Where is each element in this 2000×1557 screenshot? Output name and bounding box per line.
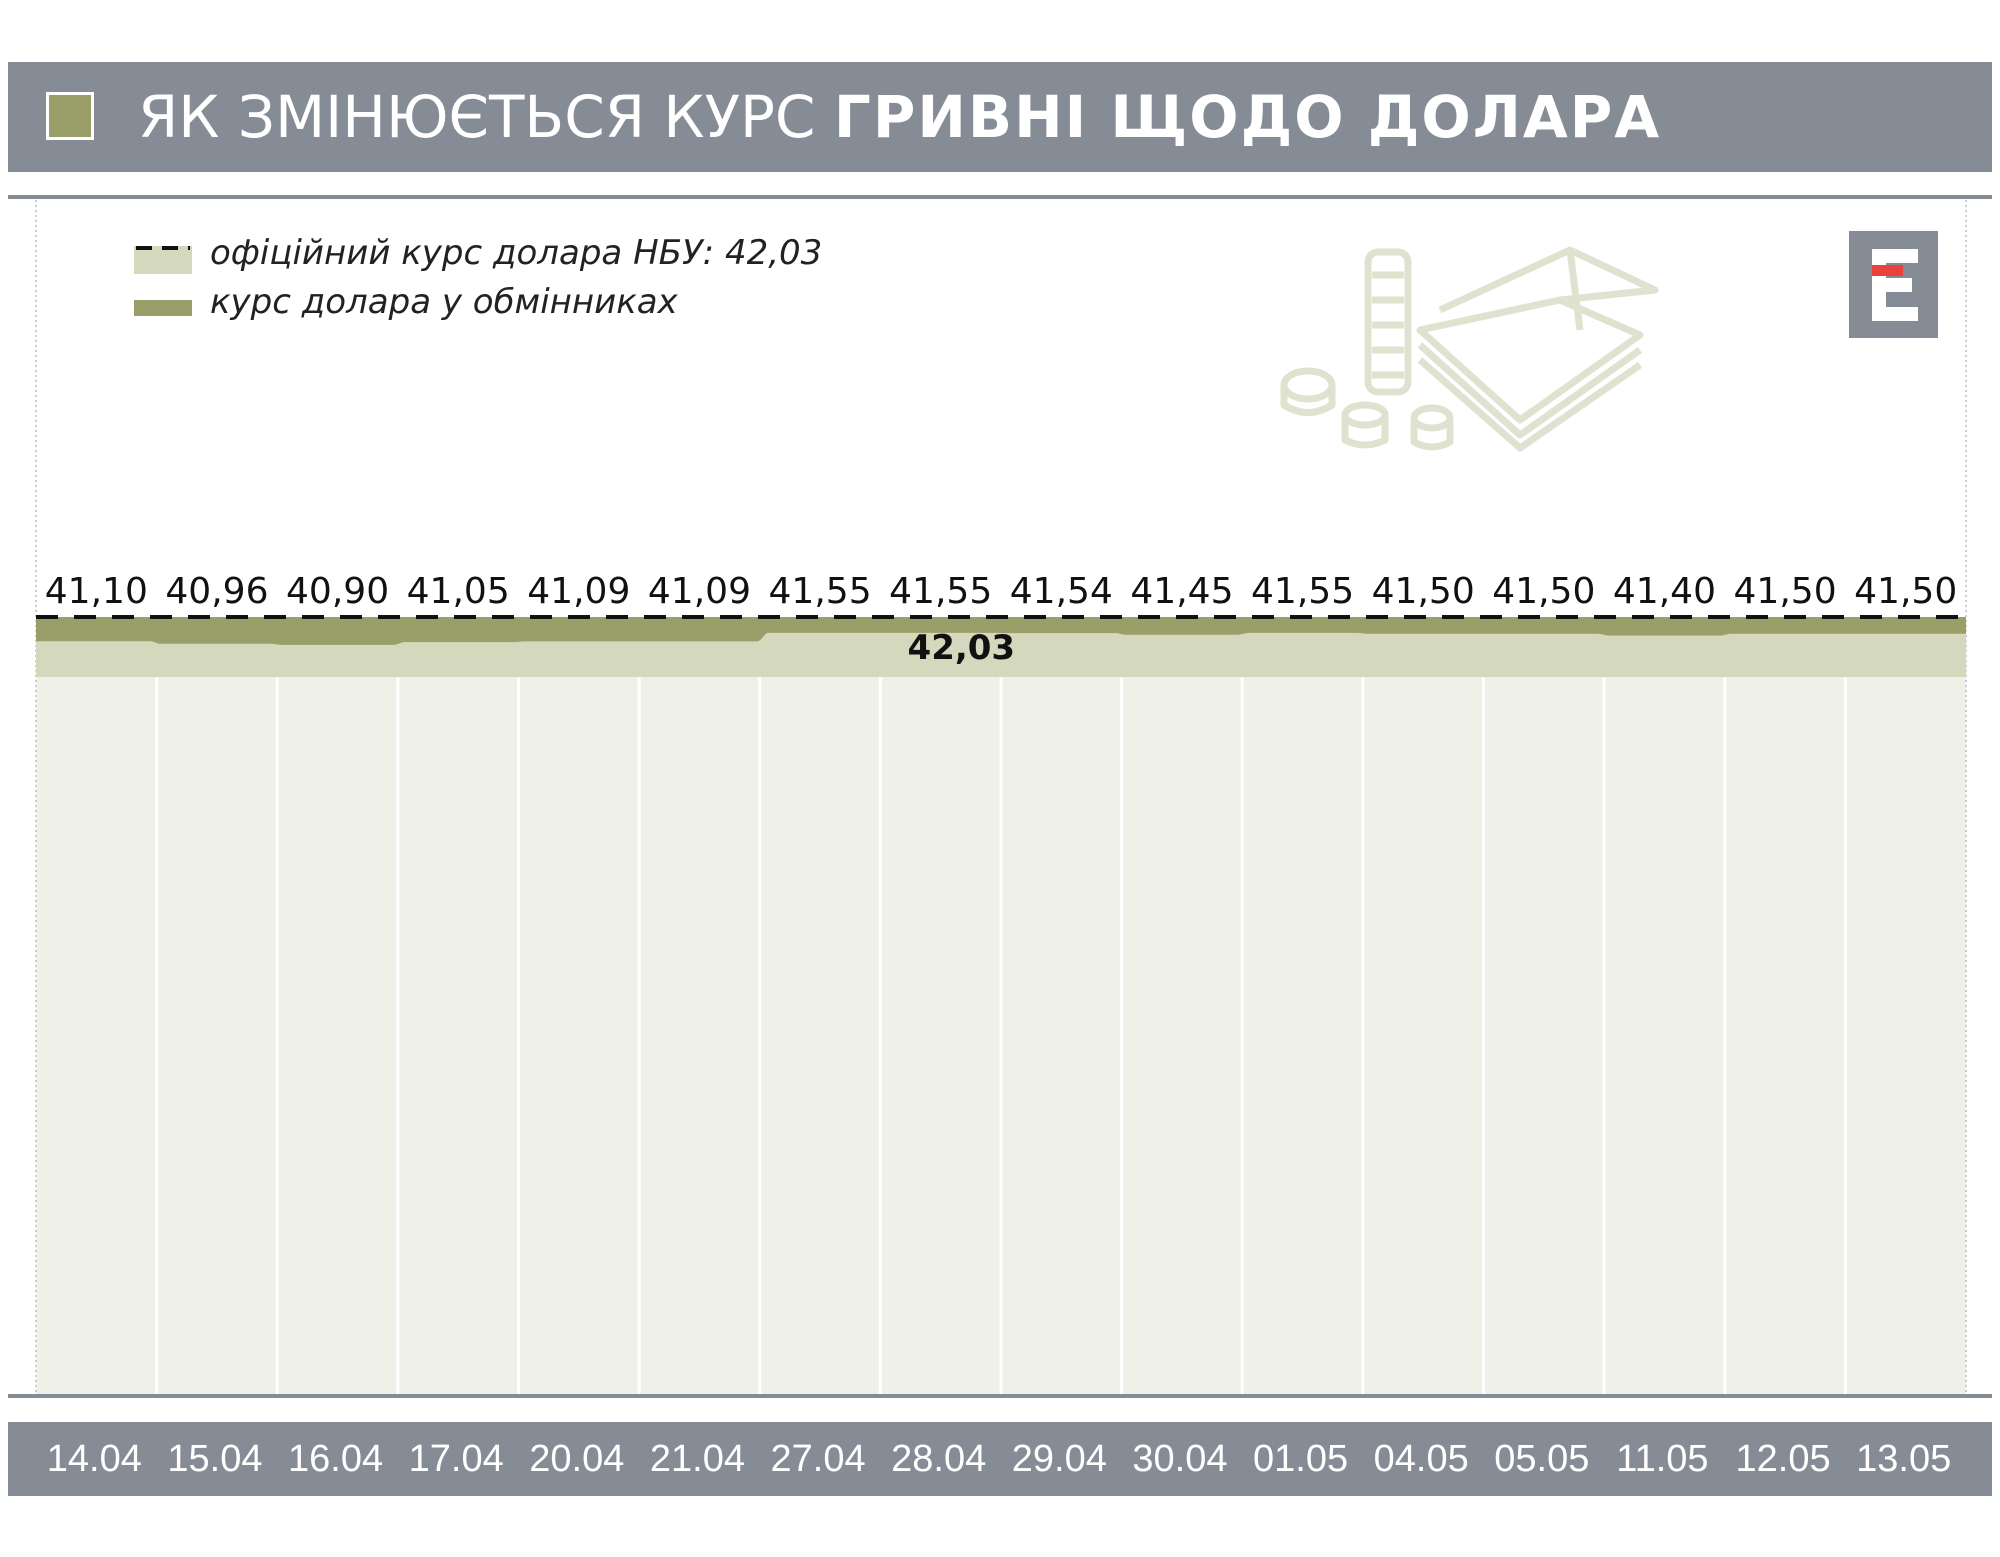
x-tick-label: 17.04 [408,1438,504,1480]
x-tick-label: 30.04 [1132,1438,1228,1480]
x-tick-label: 04.05 [1373,1438,1469,1480]
data-label: 41,10 [45,571,148,612]
x-tick-label: 01.05 [1253,1438,1349,1480]
top-rule [8,195,1992,199]
data-label: 40,96 [165,571,268,612]
data-label: 41,50 [1492,571,1595,612]
data-label: 41,09 [527,571,630,612]
date-axis-bar [8,1422,1992,1496]
x-tick-label: 13.05 [1856,1438,1952,1480]
x-tick-label: 11.05 [1616,1438,1709,1480]
legend-exchange-label: курс долара у обмінниках [210,282,678,322]
exchange-band [36,617,1966,638]
title-light: ЯК ЗМІНЮЄТЬСЯ КУРС [138,83,834,151]
legend-symbols [134,246,192,316]
x-tick-label: 14.04 [46,1438,142,1480]
data-label: 41,09 [648,571,751,612]
logo-e-icon [1872,249,1918,321]
official-rate-label: 42,03 [908,628,1016,668]
data-label: 41,54 [1010,571,1113,612]
legend-official-label: офіційний курс долара НБУ: 42,03 [210,233,823,273]
data-label: 41,55 [1251,571,1354,612]
header-bar: ЯК ЗМІНЮЄТЬСЯ КУРС ГРИВНІ ЩОДО ДОЛАРА [8,62,1992,172]
brand-logo [1849,231,1938,338]
data-label: 41,55 [769,571,872,612]
money-illustration [1280,246,1659,452]
x-tick-label: 12.05 [1735,1438,1831,1480]
x-tick-label: 21.04 [649,1438,745,1480]
data-label: 41,05 [407,571,510,612]
data-label: 41,50 [1372,571,1475,612]
bottom-rule [8,1394,1992,1398]
title-bold: ГРИВНІ ЩОДО ДОЛАРА [833,83,1662,151]
legend-exchange-swatch [134,300,192,316]
x-tick-label: 27.04 [770,1438,866,1480]
x-tick-label: 20.04 [529,1438,625,1480]
plot-area: 42,03 41,10 40,96 40,90 41,05 41,09 41,09 41,55… [33,200,1969,1394]
header-swatch [46,92,94,140]
data-label: 40,90 [286,571,389,612]
data-label: 41,55 [889,571,992,612]
data-label: 41,50 [1854,571,1957,612]
data-label: 41,50 [1734,571,1837,612]
legend-official-swatch [134,246,192,274]
x-tick-label: 15.04 [167,1438,263,1480]
data-label: 41,45 [1130,571,1233,612]
x-tick-label: 16.04 [288,1438,384,1480]
x-tick-label: 29.04 [1011,1438,1107,1480]
x-tick-label: 28.04 [891,1438,987,1480]
data-label: 41,40 [1613,571,1716,612]
x-tick-label: 05.05 [1494,1438,1590,1480]
page-title: ЯК ЗМІНЮЄТЬСЯ КУРС ГРИВНІ ЩОДО ДОЛАРА [138,84,1661,150]
